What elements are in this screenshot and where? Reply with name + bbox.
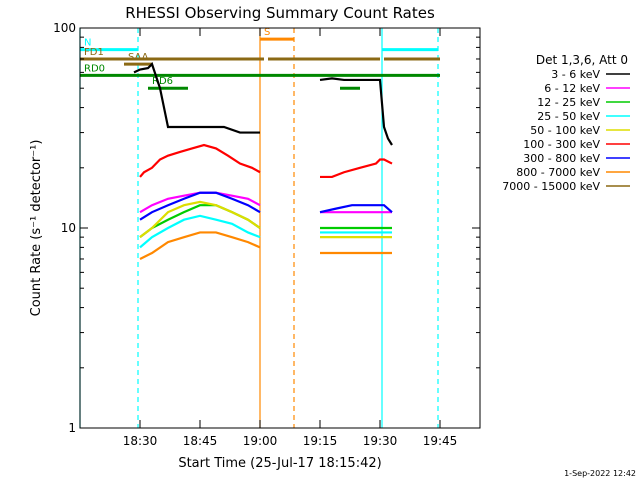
flag-label-4: RD0 [84, 63, 105, 74]
series-line-4-0 [139, 200, 261, 239]
legend-title: Det 1,3,6, Att 0 [536, 53, 628, 67]
series-line-0-1 [319, 77, 393, 146]
legend-label-3: 25 - 50 keV [537, 110, 600, 123]
y-tick-label-2: 100 [53, 21, 76, 35]
x-tick-label-3: 19:15 [303, 434, 338, 448]
axes: 18:30 18:45 19:00 19:15 19:30 19:45 1 10 100 [53, 21, 480, 448]
series-line-6-1 [319, 204, 393, 214]
flag-label-2: FD1 [84, 47, 104, 58]
x-tick-label-0: 18:30 [123, 434, 158, 448]
legend-label-8: 7000 - 15000 keV [502, 180, 600, 193]
series-line-5-0 [139, 143, 261, 178]
y-axis-label: Count Rate (s⁻¹ detector⁻¹) [29, 140, 44, 317]
y-tick-label-1: 10 [61, 221, 76, 235]
x-tick-label-5: 19:45 [423, 434, 458, 448]
x-tick-label-1: 18:45 [183, 434, 218, 448]
legend-label-5: 100 - 300 keV [523, 138, 600, 151]
legend-label-6: 300 - 800 keV [523, 152, 600, 165]
plot-content: N S FD1 SAA RD0 RD6 [79, 27, 440, 428]
legend-label-2: 12 - 25 keV [537, 96, 600, 109]
chart-title: RHESSI Observing Summary Count Rates [125, 4, 435, 22]
legend-label-0: 3 - 6 keV [551, 68, 600, 81]
series-line-5-1 [320, 158, 393, 179]
footer-timestamp: 1-Sep-2022 12:42 [564, 469, 636, 478]
flag-label-0: N [84, 38, 91, 49]
series-line-3-0 [139, 214, 261, 249]
legend-label-1: 6 - 12 keV [544, 82, 600, 95]
x-tick-label-2: 19:00 [243, 434, 278, 448]
flag-label-3: SAA [128, 52, 149, 63]
flag-label-5: RD6 [152, 76, 173, 87]
series-line-6-0 [139, 191, 261, 221]
legend-label-7: 800 - 7000 keV [516, 166, 600, 179]
series-line-7-0 [139, 231, 261, 260]
series-line-0-0 [133, 62, 260, 134]
y-tick-label-0: 1 [68, 421, 76, 435]
legend-label-4: 50 - 100 keV [530, 124, 600, 137]
flag-label-1: S [264, 27, 270, 38]
x-axis-label: Start Time (25-Jul-17 18:15:42) [178, 456, 381, 471]
x-tick-label-4: 19:30 [363, 434, 398, 448]
